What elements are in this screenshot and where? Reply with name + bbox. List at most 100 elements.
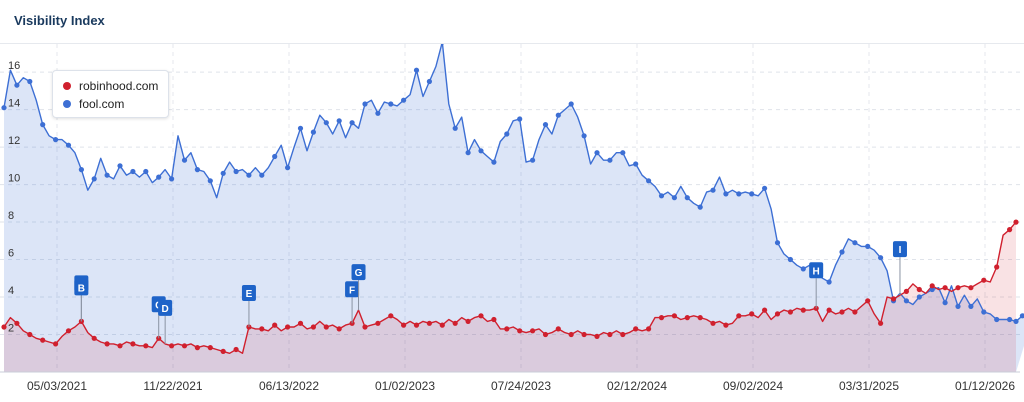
- line-fool[interactable]: [3, 44, 1024, 323]
- point-fool[interactable]: [684, 195, 690, 201]
- point-fool[interactable]: [800, 266, 806, 272]
- point-fool[interactable]: [1007, 316, 1013, 323]
- point-fool[interactable]: [942, 300, 948, 306]
- point-robinhood[interactable]: [607, 331, 613, 338]
- point-robinhood[interactable]: [143, 343, 149, 349]
- point-fool[interactable]: [839, 249, 845, 255]
- point-robinhood[interactable]: [310, 324, 316, 330]
- point-fool[interactable]: [620, 150, 626, 156]
- point-fool[interactable]: [491, 159, 497, 165]
- annotation-flag[interactable]: [241, 285, 256, 302]
- point-robinhood[interactable]: [646, 326, 652, 332]
- point-fool[interactable]: [658, 193, 665, 199]
- point-fool[interactable]: [504, 131, 510, 137]
- point-fool[interactable]: [594, 150, 600, 156]
- point-fool[interactable]: [440, 44, 445, 45]
- point-robinhood[interactable]: [774, 311, 781, 317]
- point-robinhood[interactable]: [839, 309, 845, 315]
- point-fool[interactable]: [130, 168, 136, 175]
- point-robinhood[interactable]: [452, 320, 458, 326]
- point-robinhood[interactable]: [1, 324, 7, 330]
- point-fool[interactable]: [530, 157, 536, 163]
- point-robinhood[interactable]: [762, 307, 768, 313]
- point-robinhood[interactable]: [852, 309, 858, 315]
- point-fool[interactable]: [336, 118, 342, 124]
- point-robinhood[interactable]: [981, 277, 987, 283]
- point-fool[interactable]: [542, 122, 549, 128]
- point-robinhood[interactable]: [890, 296, 897, 302]
- point-robinhood[interactable]: [65, 328, 72, 334]
- point-robinhood[interactable]: [194, 345, 200, 351]
- point-robinhood[interactable]: [903, 288, 910, 294]
- annotation-flag[interactable]: [74, 279, 89, 296]
- point-fool[interactable]: [981, 309, 987, 315]
- point-fool[interactable]: [994, 316, 1000, 323]
- point-fool[interactable]: [272, 153, 278, 160]
- point-fool[interactable]: [40, 122, 46, 128]
- point-robinhood[interactable]: [285, 324, 291, 330]
- point-fool[interactable]: [401, 97, 407, 103]
- point-robinhood[interactable]: [594, 333, 600, 339]
- point-fool[interactable]: [181, 157, 188, 163]
- point-fool[interactable]: [633, 161, 639, 167]
- point-robinhood[interactable]: [813, 305, 819, 311]
- point-fool[interactable]: [452, 125, 458, 131]
- point-robinhood[interactable]: [297, 320, 304, 326]
- visibility-chart[interactable]: BBCDEFGHI 24681012141605/03/202111/22/20…: [0, 44, 1024, 402]
- point-fool[interactable]: [78, 167, 84, 173]
- point-robinhood[interactable]: [1013, 219, 1019, 225]
- point-fool[interactable]: [104, 172, 110, 178]
- point-fool[interactable]: [362, 101, 368, 107]
- point-robinhood[interactable]: [323, 324, 329, 330]
- point-fool[interactable]: [749, 191, 755, 197]
- point-robinhood[interactable]: [568, 331, 574, 338]
- point-fool[interactable]: [1, 105, 7, 111]
- point-fool[interactable]: [285, 165, 291, 171]
- point-fool[interactable]: [852, 240, 858, 246]
- point-fool[interactable]: [413, 67, 420, 73]
- point-robinhood[interactable]: [994, 264, 1000, 270]
- point-robinhood[interactable]: [916, 286, 922, 293]
- point-robinhood[interactable]: [736, 313, 742, 319]
- point-robinhood[interactable]: [336, 326, 342, 332]
- point-fool[interactable]: [27, 78, 33, 85]
- point-robinhood[interactable]: [439, 322, 445, 328]
- point-robinhood[interactable]: [426, 320, 432, 326]
- point-robinhood[interactable]: [181, 343, 188, 349]
- point-fool[interactable]: [65, 142, 72, 148]
- point-robinhood[interactable]: [413, 322, 420, 328]
- point-fool[interactable]: [207, 178, 213, 184]
- point-robinhood[interactable]: [40, 337, 46, 343]
- point-fool[interactable]: [762, 185, 768, 191]
- point-robinhood[interactable]: [169, 343, 175, 349]
- point-fool[interactable]: [323, 120, 329, 126]
- point-fool[interactable]: [143, 168, 149, 175]
- point-robinhood[interactable]: [749, 311, 755, 317]
- point-robinhood[interactable]: [91, 335, 97, 341]
- point-robinhood[interactable]: [581, 331, 587, 338]
- point-robinhood[interactable]: [955, 285, 961, 291]
- point-fool[interactable]: [710, 187, 716, 193]
- point-fool[interactable]: [774, 240, 781, 246]
- point-fool[interactable]: [194, 167, 200, 173]
- point-robinhood[interactable]: [362, 324, 368, 330]
- point-robinhood[interactable]: [220, 348, 226, 354]
- point-robinhood[interactable]: [787, 309, 794, 315]
- point-robinhood[interactable]: [156, 335, 162, 341]
- point-robinhood[interactable]: [349, 320, 355, 326]
- point-robinhood[interactable]: [504, 326, 510, 332]
- point-fool[interactable]: [787, 256, 794, 263]
- point-robinhood[interactable]: [878, 320, 884, 326]
- point-robinhood[interactable]: [710, 320, 716, 326]
- point-robinhood[interactable]: [401, 322, 407, 328]
- point-fool[interactable]: [929, 286, 935, 293]
- point-robinhood[interactable]: [478, 313, 484, 319]
- point-robinhood[interactable]: [491, 316, 497, 323]
- point-fool[interactable]: [736, 191, 742, 197]
- point-fool[interactable]: [865, 243, 871, 249]
- point-robinhood[interactable]: [671, 313, 678, 319]
- point-fool[interactable]: [568, 101, 574, 107]
- point-fool[interactable]: [310, 129, 316, 135]
- point-fool[interactable]: [555, 112, 561, 118]
- point-fool[interactable]: [349, 120, 355, 126]
